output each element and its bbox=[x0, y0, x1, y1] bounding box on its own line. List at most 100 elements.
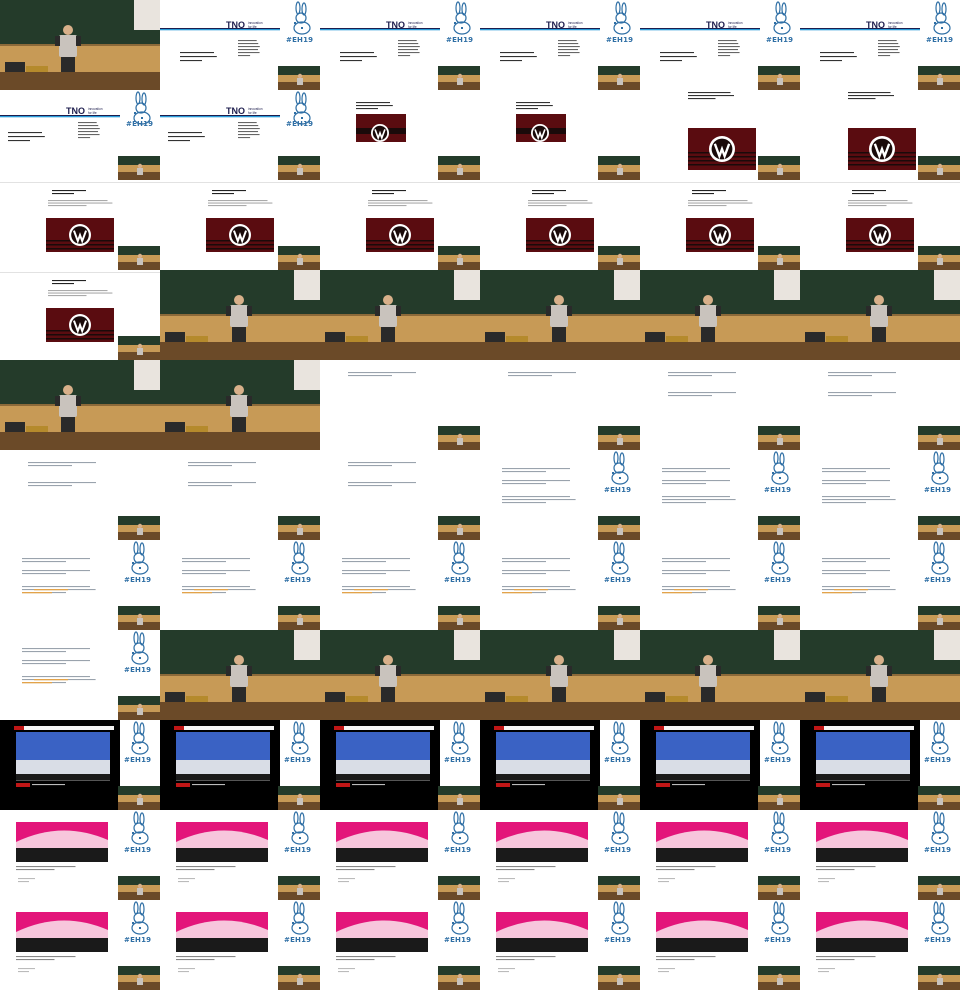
hashtag-label: #EH19 bbox=[926, 36, 954, 44]
inset-chalkboard bbox=[918, 786, 960, 795]
thumbnail-logo-text3: #EH19 bbox=[0, 630, 160, 720]
caption-line bbox=[816, 959, 855, 961]
bunny-ear bbox=[299, 902, 305, 916]
meta-line bbox=[178, 878, 195, 880]
inset-desk bbox=[918, 802, 960, 810]
inset-desk bbox=[598, 982, 640, 990]
address-line bbox=[718, 49, 739, 51]
meta-line bbox=[338, 881, 349, 883]
caption-line bbox=[656, 959, 695, 961]
inset-chalkboard bbox=[918, 966, 960, 975]
text-line bbox=[662, 468, 730, 470]
body-line bbox=[848, 200, 908, 202]
bunny-head bbox=[455, 12, 467, 24]
body-line bbox=[48, 205, 87, 207]
bunny-pixel bbox=[612, 832, 614, 834]
video-progress bbox=[656, 780, 750, 781]
bunny-pixel bbox=[139, 837, 141, 839]
inset-desk bbox=[118, 532, 160, 540]
tno-tagline: innovation for life bbox=[248, 107, 263, 115]
caption-line bbox=[176, 869, 215, 871]
hashtag-label: #EH19 bbox=[604, 756, 632, 764]
desk bbox=[160, 702, 320, 720]
speaker-head bbox=[63, 25, 73, 35]
hashtag-label: #EH19 bbox=[764, 846, 792, 854]
headline-line bbox=[848, 95, 894, 97]
inset-speaker-body bbox=[617, 978, 623, 985]
frame-image bbox=[800, 540, 960, 630]
address-line bbox=[238, 40, 257, 42]
inset-chalkboard bbox=[438, 876, 480, 885]
inset-desk bbox=[278, 982, 320, 990]
inset-speaker-head bbox=[617, 793, 623, 799]
thumbnail-speaker bbox=[800, 630, 960, 720]
thumbnail-stage-pink: #EH19 bbox=[800, 810, 960, 900]
inset-speaker-body bbox=[937, 618, 943, 625]
vw-logo-w bbox=[393, 230, 407, 244]
address-line bbox=[558, 40, 577, 42]
meta-line bbox=[498, 878, 515, 880]
stage-floor bbox=[816, 760, 910, 774]
text-line bbox=[508, 375, 552, 377]
speaker-sleeve bbox=[716, 666, 721, 676]
frame-image bbox=[480, 360, 640, 450]
text-line bbox=[342, 561, 386, 563]
frame-image bbox=[480, 630, 640, 720]
bunny-pixel bbox=[459, 837, 461, 839]
bunny-pixel bbox=[612, 472, 614, 474]
bunny-ear bbox=[779, 722, 785, 736]
inset-chalkboard bbox=[438, 966, 480, 975]
frame-image bbox=[0, 270, 160, 360]
inset-speaker-head bbox=[617, 973, 623, 979]
vw-logo-w bbox=[713, 230, 727, 244]
text-line bbox=[668, 372, 736, 374]
body-line bbox=[688, 202, 753, 204]
text-line bbox=[22, 660, 90, 662]
thumbnail-tno: TNO innovation for life #EH19 bbox=[320, 0, 480, 90]
caption-line bbox=[496, 956, 556, 958]
desk bbox=[480, 342, 640, 360]
inset-speaker-body bbox=[937, 258, 943, 265]
thumbnail-tno2: TNO innovation for life #EH19 bbox=[0, 90, 160, 180]
text-line bbox=[182, 570, 250, 572]
bunny-body bbox=[291, 921, 309, 935]
frame-image bbox=[160, 180, 320, 270]
hashtag-label: #EH19 bbox=[124, 936, 152, 944]
bunny-pixel bbox=[619, 747, 621, 749]
bunny-ear bbox=[459, 722, 465, 736]
address-line bbox=[238, 134, 260, 136]
speaker-sleeve bbox=[396, 666, 401, 676]
text-line bbox=[502, 480, 570, 482]
bunny-head bbox=[933, 552, 945, 564]
headline-line bbox=[516, 102, 550, 104]
inset-chalkboard bbox=[758, 786, 800, 795]
body-line bbox=[688, 200, 748, 202]
speaker-head bbox=[703, 295, 713, 305]
text-line bbox=[502, 561, 546, 563]
bunny-body bbox=[771, 741, 789, 755]
caption-line bbox=[496, 959, 535, 961]
frame-image bbox=[480, 900, 640, 990]
bunny-body bbox=[131, 921, 149, 935]
speaker-head bbox=[234, 295, 244, 305]
text-line bbox=[828, 372, 896, 374]
text-line bbox=[28, 465, 72, 467]
inset-speaker-head bbox=[457, 793, 463, 799]
vw-logo-w bbox=[713, 143, 731, 160]
speaker-head bbox=[383, 655, 393, 665]
bunny-head bbox=[133, 552, 145, 564]
meta-line bbox=[18, 881, 29, 883]
frame-image bbox=[800, 450, 960, 540]
eh-bunny-logo bbox=[931, 811, 949, 845]
inset-speaker-body bbox=[777, 978, 783, 985]
tno-logo: TNO bbox=[386, 20, 405, 30]
audience bbox=[496, 848, 588, 862]
tno-rule-blue bbox=[320, 29, 440, 31]
stage-floor bbox=[656, 760, 750, 774]
thumbnail-speaker bbox=[480, 270, 640, 360]
hashtag-label: #EH19 bbox=[924, 846, 952, 854]
headline-line bbox=[356, 102, 390, 104]
inset-chalkboard bbox=[598, 876, 640, 885]
laptop bbox=[325, 332, 345, 342]
bunny-body bbox=[771, 921, 789, 935]
